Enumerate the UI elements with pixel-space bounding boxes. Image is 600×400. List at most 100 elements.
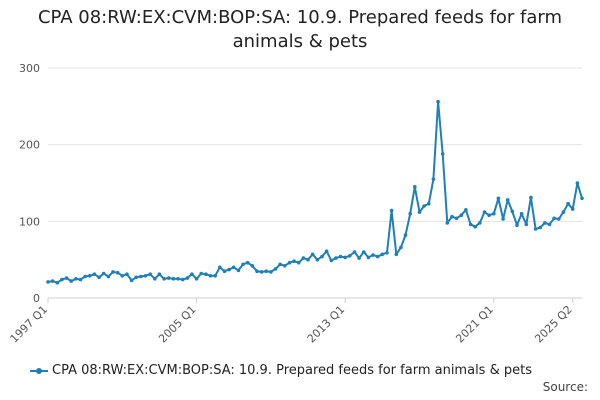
data-point [83,274,87,279]
data-point [236,268,241,273]
data-point [366,255,371,260]
data-point [375,254,380,259]
data-point [88,274,92,278]
data-point [501,217,505,221]
data-point [320,254,324,259]
data-point [570,207,575,211]
data-point [64,276,69,280]
data-point [231,265,236,270]
data-point [464,208,468,212]
data-point [473,224,478,229]
data-point [529,195,533,200]
data-point [101,271,106,276]
legend: CPA 08:RW:EX:CVM:BOP:SA: 10.9. Prepared … [30,362,590,380]
data-point [69,279,73,283]
data-point [543,221,547,225]
data-point [106,274,111,279]
x-tick-label: 2005 Q1 [156,303,199,346]
data-point [492,211,496,216]
data-point [283,264,287,268]
data-point [394,252,399,257]
data-point [343,255,348,260]
y-tick-label: 300 [19,62,40,75]
legend-swatch [30,368,48,374]
data-point [162,277,166,281]
data-point [417,210,422,214]
data-point [338,254,343,259]
data-point [436,99,440,104]
data-point [505,198,510,202]
data-point [422,204,426,208]
data-point [575,181,580,185]
x-tick-label: 2013 Q1 [305,303,348,346]
x-tick-label: 1997 Q1 [8,303,51,346]
y-tick-label: 100 [19,215,40,228]
data-point [222,269,227,274]
data-point [190,272,194,277]
data-point [362,250,366,254]
data-point [166,276,171,280]
data-point [380,252,385,257]
data-point [185,276,190,280]
data-point [445,221,450,225]
data-point [580,196,584,201]
data-point [46,280,50,284]
data-point [213,274,217,278]
data-point [245,260,250,265]
x-tick-label: 2021 Q1 [453,303,496,346]
data-point [306,257,310,262]
data-point [413,185,417,189]
data-point [468,222,473,227]
data-point [120,274,125,278]
source-label: Source: [542,380,588,394]
y-tick-label: 0 [33,292,40,305]
data-point [301,256,306,260]
data-point [111,270,115,274]
data-point [199,271,203,276]
data-point [552,216,556,221]
data-point [371,253,375,257]
data-point [115,270,120,275]
data-point [334,256,338,260]
data-point [218,265,222,270]
data-point [97,275,101,280]
data-point [171,277,176,281]
data-point [227,267,231,272]
data-point [538,225,542,230]
data-point [348,254,352,258]
data-point [208,274,213,278]
data-point [153,277,157,281]
data-point [50,279,55,283]
legend-label: CPA 08:RW:EX:CVM:BOP:SA: 10.9. Prepared … [52,363,532,378]
data-point [510,209,515,214]
data-point [440,152,445,156]
data-point [241,262,245,267]
data-point [194,277,199,281]
gridlines [48,67,582,222]
data-point [296,260,301,265]
data-point [524,222,529,227]
data-point [487,213,491,217]
data-point [92,272,97,277]
data-point [125,272,129,277]
data-point [478,221,482,225]
data-point [134,275,138,280]
data-point [292,259,296,264]
data-point [385,251,389,255]
data-point [273,267,278,271]
data-point [55,280,60,285]
data-point [278,262,283,267]
data-point [566,201,570,206]
data-point [459,213,464,217]
data-point [250,264,255,268]
data-point [557,217,561,221]
y-tick-label: 200 [19,139,40,152]
data-point [78,277,83,282]
data-point [74,277,78,281]
data-point [431,177,436,181]
data-point [180,277,185,282]
chart-title: CPA 08:RW:EX:CVM:BOP:SA: 10.9. Prepared … [37,7,563,52]
data-point [287,260,292,265]
data-point [269,270,273,274]
